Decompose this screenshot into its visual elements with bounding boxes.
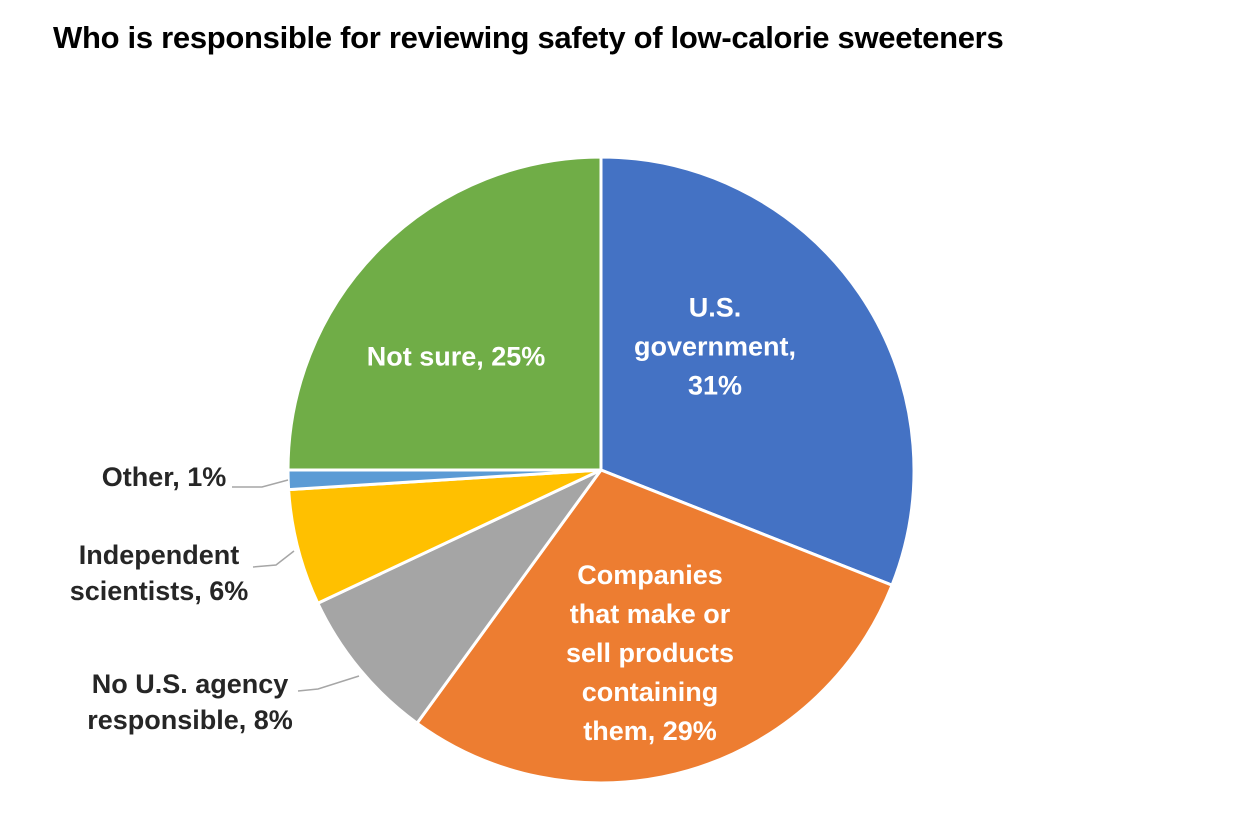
- pie-slice-no-u-s-agency-responsible: [316, 468, 603, 725]
- slice-label-companies: Companies that make or sell products con…: [565, 559, 735, 746]
- slice-label-independent-scientists: Independent scientists, 6%: [69, 540, 249, 606]
- leader-line-no-us-agency: [297, 675, 360, 692]
- chart-title: Who is responsible for reviewing safety …: [53, 20, 1004, 55]
- pie-slice-not-sure: [286, 155, 603, 472]
- pie-slice-u-s-government: [599, 155, 916, 587]
- slice-label-other: Other, 1%: [101, 462, 227, 493]
- leader-line-independent-scientists: [252, 550, 295, 568]
- pie-slice-companies-that-make-or-sell-products-containing-them: [415, 468, 894, 785]
- pie-slice-independent-scientists: [287, 468, 603, 605]
- slice-label-not-sure: Not sure, 25%: [366, 341, 546, 372]
- slice-label-no-us-agency: No U.S. agency responsible, 8%: [87, 669, 293, 735]
- slice-label-us-government: U.S. government, 31%: [633, 292, 797, 401]
- leader-line-other: [232, 479, 289, 488]
